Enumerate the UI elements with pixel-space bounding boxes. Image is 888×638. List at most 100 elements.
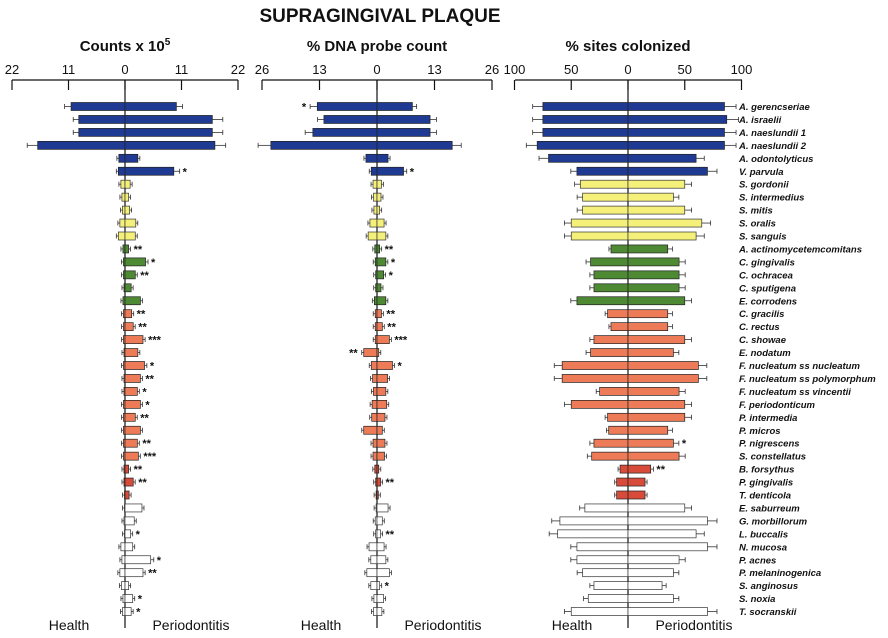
bar-periodontitis (376, 128, 431, 137)
tick-label: 0 (121, 62, 128, 77)
tick-label: 22 (231, 62, 245, 77)
bar-periodontitis (124, 581, 129, 591)
bar-health (570, 607, 629, 616)
bar-health (608, 425, 629, 435)
bar-periodontitis (376, 516, 383, 526)
tick-label: 26 (485, 62, 499, 77)
significance-marker: ** (140, 412, 149, 424)
species-label: P. melaninogenica (739, 568, 821, 579)
significance-marker: ** (387, 322, 396, 334)
bar-periodontitis (376, 529, 381, 539)
bar-health (579, 179, 629, 189)
bar-periodontitis (376, 542, 385, 552)
bar-health (370, 166, 378, 176)
bar-periodontitis (627, 477, 646, 487)
bar-periodontitis (627, 231, 697, 241)
bar-periodontitis (376, 477, 381, 487)
bar-periodontitis (124, 322, 134, 331)
bar-periodontitis (376, 594, 384, 603)
species-label: S. gordonii (739, 180, 789, 191)
bar-periodontitis (627, 179, 686, 189)
significance-marker: * (145, 399, 150, 411)
bar-health (365, 153, 378, 163)
significance-marker: ** (385, 244, 394, 256)
tick-label: 50 (678, 62, 692, 77)
species-label: F. nucleatum ss nucleatum (739, 361, 860, 372)
significance-marker: * (151, 257, 156, 269)
bar-health (616, 490, 629, 500)
bar-periodontitis (376, 257, 387, 267)
tick-label: 11 (62, 62, 76, 77)
species-label: C. showae (739, 335, 787, 346)
bar-periodontitis (124, 412, 136, 422)
bar-health (536, 141, 629, 150)
tick-label: 11 (175, 62, 189, 77)
bar-periodontitis (124, 477, 134, 487)
significance-marker: * (136, 529, 141, 541)
bar-periodontitis (376, 309, 382, 319)
species-label: N. mucosa (739, 542, 787, 553)
bar-health (369, 218, 378, 228)
bar-health (373, 607, 378, 616)
bar-periodontitis (376, 607, 383, 616)
bar-health (373, 594, 378, 603)
panel-title: Counts x 105 (80, 37, 171, 55)
bar-periodontitis (627, 529, 697, 539)
bar-periodontitis (627, 115, 728, 124)
bar-periodontitis (124, 503, 143, 513)
bar-health (599, 387, 629, 396)
bar-health (607, 309, 629, 319)
species-label: C. ochracea (739, 270, 793, 281)
bar-periodontitis (124, 348, 139, 357)
significance-marker: * (302, 102, 307, 114)
bar-periodontitis (376, 179, 382, 189)
species-label: S. intermedius (739, 193, 804, 204)
bar-health (119, 218, 126, 228)
significance-marker: ** (138, 322, 147, 334)
bar-periodontitis (376, 490, 379, 500)
significance-marker: ** (386, 309, 395, 321)
significance-marker: * (682, 438, 687, 450)
bar-health (557, 529, 629, 539)
panel-title: % sites colonized (565, 38, 690, 55)
bar-health (610, 322, 629, 331)
footer-periodontitis-label: Periodontitis (655, 617, 732, 633)
bar-periodontitis (627, 309, 669, 319)
bar-health (312, 128, 378, 137)
bar-health (78, 128, 126, 137)
bar-periodontitis (124, 115, 213, 124)
bar-periodontitis (376, 192, 382, 202)
species-label: A. gerencseriae (738, 102, 810, 113)
bar-health (593, 270, 629, 280)
bar-periodontitis (124, 387, 138, 396)
bar-periodontitis (627, 516, 708, 526)
footer-health-label: Health (49, 617, 89, 633)
bar-periodontitis (627, 283, 680, 293)
figure-title: SUPRAGINGIVAL PLAQUE (259, 6, 500, 27)
bar-health (576, 542, 629, 552)
bar-health (78, 115, 126, 124)
bar-health (582, 568, 629, 578)
bar-periodontitis (376, 503, 389, 513)
significance-marker: ** (656, 464, 665, 476)
bar-periodontitis (627, 374, 699, 383)
bar-health (542, 102, 629, 111)
bar-periodontitis (627, 205, 686, 215)
bar-periodontitis (124, 400, 141, 409)
bar-periodontitis (124, 309, 133, 319)
bar-health (584, 503, 629, 513)
bar-periodontitis (376, 451, 385, 461)
bar-periodontitis (376, 283, 382, 293)
bar-periodontitis (376, 438, 386, 448)
bar-health (619, 464, 629, 474)
significance-marker: * (138, 594, 143, 606)
footer-periodontitis-label: Periodontitis (152, 617, 229, 633)
bar-periodontitis (376, 374, 388, 383)
bar-periodontitis (124, 490, 130, 500)
bar-health (593, 283, 629, 293)
bar-periodontitis (124, 516, 135, 526)
species-label: P. intermedia (739, 413, 797, 424)
species-label: C. gingivalis (739, 257, 795, 268)
bar-periodontitis (627, 218, 703, 228)
